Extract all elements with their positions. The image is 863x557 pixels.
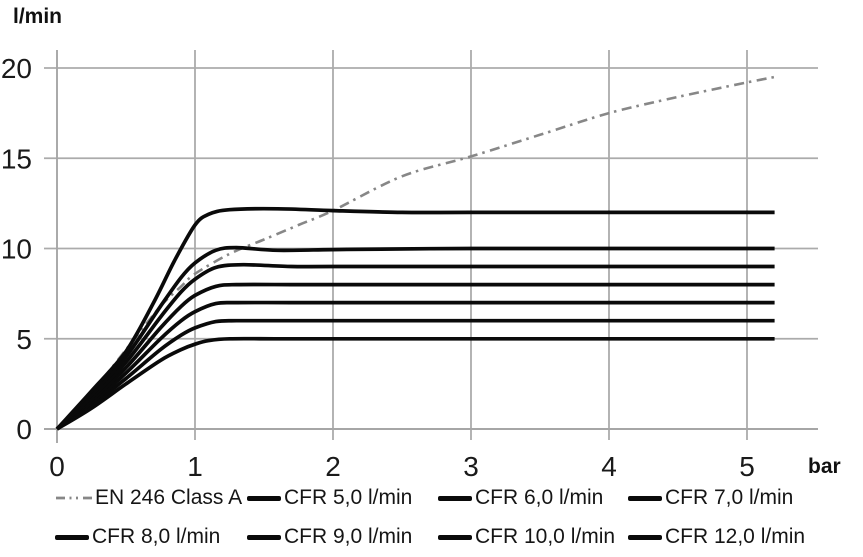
y-tick-label-0: 0	[16, 414, 32, 445]
x-tick-labels: 0 1 2 3 4 5	[49, 451, 755, 478]
legend-item-cfr-12-0-l-min: CFR 12,0 l/min	[628, 518, 805, 556]
legend-label: CFR 9,0 l/min	[284, 525, 413, 548]
legend-item-cfr-5-0-l-min: CFR 5,0 l/min	[247, 479, 412, 517]
x-tick-label-1: 1	[187, 451, 203, 478]
series-cfr-8-0-l-min	[55, 282, 775, 431]
dash-dot-line-icon	[56, 496, 92, 500]
x-tick-label-2: 2	[325, 451, 341, 478]
y-axis-unit-label: l/min	[13, 5, 63, 28]
solid-line-icon	[438, 495, 472, 501]
solid-line-icon	[438, 534, 472, 540]
legend-label: CFR 8,0 l/min	[92, 525, 221, 548]
legend-label: CFR 5,0 l/min	[284, 486, 413, 509]
x-tick-label-4: 4	[601, 451, 617, 478]
legend-item-en-246-class-a: EN 246 Class A	[55, 479, 242, 517]
x-tick-label-5: 5	[739, 451, 755, 478]
series-cfr-9-0-l-min	[55, 262, 775, 431]
legend-item-cfr-7-0-l-min: CFR 7,0 l/min	[628, 479, 793, 517]
legend-label: CFR 12,0 l/min	[665, 525, 806, 548]
legend-label: EN 246 Class A	[95, 486, 243, 509]
legend-item-cfr-6-0-l-min: CFR 6,0 l/min	[438, 479, 603, 517]
legend-label: CFR 6,0 l/min	[475, 486, 604, 509]
series-cfr-7-0-l-min	[55, 300, 775, 431]
y-tick-label-20: 20	[1, 53, 32, 84]
legend-item-cfr-9-0-l-min: CFR 9,0 l/min	[247, 518, 412, 556]
series-cfr-12-0-l-min	[55, 206, 775, 431]
solid-line-icon	[628, 534, 662, 540]
gridlines	[44, 50, 818, 440]
series-en-246-class-a	[56, 75, 775, 430]
legend-label: CFR 10,0 l/min	[475, 525, 616, 548]
y-tick-label-5: 5	[16, 324, 32, 355]
legend-row-1: EN 246 Class A CFR 5,0 l/min CFR 6,0 l/min…	[0, 479, 863, 517]
solid-line-icon	[247, 534, 281, 540]
solid-line-icon	[247, 495, 281, 501]
chart-plot-area: 0 1 2 3 4 5 0 5 10 15 20	[1, 50, 818, 478]
legend-label: CFR 7,0 l/min	[665, 486, 794, 509]
x-tick-label-3: 3	[463, 451, 479, 478]
series-cfr-6-0-l-min	[55, 318, 775, 431]
legend-item-cfr-10-0-l-min: CFR 10,0 l/min	[438, 518, 615, 556]
series-curves	[55, 75, 775, 431]
x-tick-label-0: 0	[49, 451, 65, 478]
solid-line-icon	[55, 534, 89, 540]
y-tick-label-15: 15	[1, 143, 32, 174]
legend-row-2: CFR 8,0 l/min CFR 9,0 l/min CFR 10,0 l/min…	[0, 518, 863, 556]
series-cfr-5-0-l-min	[56, 336, 775, 431]
x-axis-unit-label: bar	[808, 455, 841, 478]
y-tick-label-10: 10	[1, 234, 32, 265]
y-tick-labels: 0 5 10 15 20	[1, 53, 32, 445]
chart-legend: EN 246 Class A CFR 5,0 l/min CFR 6,0 l/min…	[0, 479, 863, 557]
series-cfr-10-0-l-min	[55, 245, 775, 431]
axes	[44, 50, 818, 443]
legend-item-cfr-8-0-l-min: CFR 8,0 l/min	[55, 518, 220, 556]
solid-line-icon	[628, 495, 662, 501]
